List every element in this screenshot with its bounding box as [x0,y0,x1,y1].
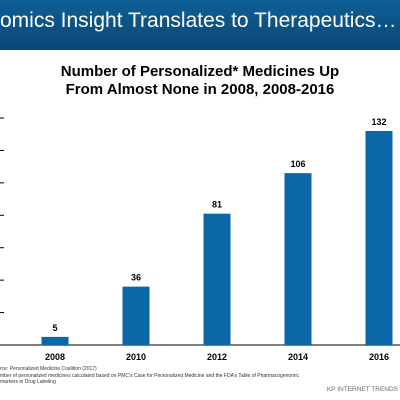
data-label-2010: 36 [131,273,141,283]
data-label-2008: 5 [52,323,57,333]
bar-2008 [41,336,69,345]
brand-footer: KP INTERNET TRENDS [326,386,398,393]
data-label-2016: 132 [371,117,386,127]
data-label-2012: 81 [212,200,222,210]
bar-2014 [284,173,312,345]
data-label-2014: 106 [290,159,305,169]
chart-title-line-1: Number of Personalized* Medicines Up [60,63,340,80]
bar-2012 [203,213,231,345]
slide-title: omics Insight Translates to Therapeutics… [0,9,397,32]
x-tick-label-2016: 2016 [369,352,389,362]
methodology-note: mber of personalized medicines calculate… [0,372,299,379]
x-tick-label-2012: 2012 [207,352,227,362]
x-tick-label-2008: 2008 [45,352,65,362]
chart-title-line-2: From Almost None in 2008, 2008-2016 [65,81,335,98]
bar-2016 [365,130,393,345]
bar-2010 [122,286,150,345]
chart-title: Number of Personalized* Medicines Up Fro… [0,63,400,99]
slide-header: omics Insight Translates to Therapeutics… [0,0,400,50]
source-note: rce: Personalized Medicine Coalition (20… [0,366,97,372]
x-tick-label-2014: 2014 [288,352,308,362]
footnotes: rce: Personalized Medicine Coalition (20… [0,366,299,386]
x-tick-label-2010: 2010 [126,352,146,362]
methodology-note-continued: markers in Drug Labeling [0,379,56,385]
